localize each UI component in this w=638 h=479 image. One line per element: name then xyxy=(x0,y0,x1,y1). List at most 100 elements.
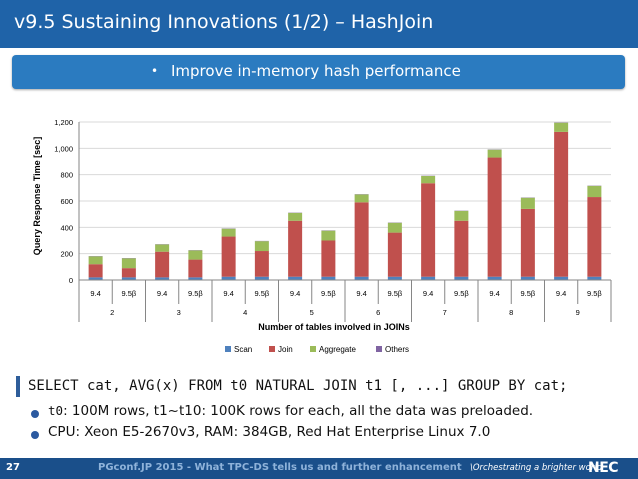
legend-label-others: Others xyxy=(385,345,409,354)
y-tick-label: 0 xyxy=(69,276,73,285)
bar-segment-aggregate xyxy=(321,230,336,241)
bar-segment-scan xyxy=(321,276,336,280)
x-axis-label: Number of tables involved in JOINs xyxy=(258,322,410,332)
bullet-2-text: CPU: Xeon E5-2670v3, RAM: 384GB, Red Hat… xyxy=(48,424,491,440)
group-label: 6 xyxy=(376,308,380,317)
bullet-line-2: CPU: Xeon E5-2670v3, RAM: 384GB, Red Hat… xyxy=(48,424,490,440)
bar-segment-join xyxy=(354,202,369,277)
bar-segment-join xyxy=(88,264,103,278)
bar-segment-scan xyxy=(155,277,170,280)
bar-segment-join xyxy=(520,208,535,277)
legend-label-join: Join xyxy=(278,345,293,354)
bar-segment-join xyxy=(155,251,170,278)
bar-segment-join xyxy=(487,157,502,277)
bar-segment-scan xyxy=(520,276,535,280)
footer-slogan: \Orchestrating a brighter world xyxy=(470,463,603,473)
group-label: 3 xyxy=(177,308,181,317)
bullet-dot-2 xyxy=(31,431,39,439)
legend: Scan Join Aggregate Others xyxy=(225,345,409,354)
x-tick-label: 9.4 xyxy=(489,289,499,298)
bar-segment-scan xyxy=(121,277,136,280)
page-number: 27 xyxy=(6,462,20,473)
bar-segment-join xyxy=(121,268,136,278)
group-label: 7 xyxy=(443,308,447,317)
bar-segment-aggregate xyxy=(487,149,502,158)
group-label: 8 xyxy=(509,308,513,317)
sql-query: SELECT cat, AVG(x) FROM t0 NATURAL JOIN … xyxy=(28,378,568,394)
bar-segment-aggregate xyxy=(188,250,203,260)
bar-segment-join xyxy=(321,240,336,277)
x-tick-label: 9.4 xyxy=(556,289,566,298)
nec-logo: NEC xyxy=(588,460,619,476)
code-marker xyxy=(16,376,20,397)
bar-segment-scan xyxy=(188,277,203,280)
bar-segment-scan xyxy=(221,276,236,280)
bar-segment-aggregate xyxy=(288,212,303,221)
bar-segment-scan xyxy=(288,276,303,280)
bar-segment-aggregate xyxy=(354,194,369,203)
banner-text: Improve in-memory hash performance xyxy=(171,62,461,80)
bar-segment-scan xyxy=(554,276,569,280)
legend-label-scan: Scan xyxy=(234,345,252,354)
stacked-bar-chart: 0 200 400 600 800 1,000 1,200 9.4 9.5β 9.4 9.5β 9.4… xyxy=(32,118,612,354)
bar-segment-join xyxy=(587,197,602,277)
bullet-line-1: t0: 100M rows, t1~t10: 100K rows for eac… xyxy=(48,403,533,419)
y-tick-label: 800 xyxy=(60,171,73,180)
x-tick-label: 9.4 xyxy=(223,289,233,298)
bar-segment-aggregate xyxy=(554,122,569,132)
footer-text: PGconf.JP 2015 - What TPC-DS tells us an… xyxy=(98,462,462,473)
x-tick-label: 9.5β xyxy=(388,289,403,298)
bar-segment-aggregate xyxy=(155,244,170,252)
bar-segment-scan xyxy=(254,276,269,280)
y-tick-label: 1,000 xyxy=(54,144,73,153)
x-tick-label: 9.5β xyxy=(521,289,536,298)
x-tick-label: 9.4 xyxy=(356,289,366,298)
bar-segment-aggregate xyxy=(221,228,236,237)
bar-segment-join xyxy=(554,131,569,277)
group-label: 9 xyxy=(576,308,580,317)
bar-segment-scan xyxy=(88,277,103,280)
bar-segment-join xyxy=(387,232,402,277)
bar-segment-join xyxy=(288,220,303,277)
bar-segment-scan xyxy=(387,276,402,280)
x-tick-label: 9.5β xyxy=(122,289,137,298)
x-tick-label: 9.4 xyxy=(157,289,167,298)
bar-segment-aggregate xyxy=(421,175,436,184)
group-label: 2 xyxy=(110,308,114,317)
y-tick-label: 600 xyxy=(60,197,73,206)
bar-segment-aggregate xyxy=(387,222,402,233)
footer: 27 PGconf.JP 2015 - What TPC-DS tells us… xyxy=(0,458,638,479)
subtitle-banner: • Improve in-memory hash performance xyxy=(12,55,625,89)
x-tick-label: 9.4 xyxy=(290,289,300,298)
legend-swatch-join xyxy=(269,346,275,352)
x-tick-label: 9.5β xyxy=(255,289,270,298)
x-tick-label: 9.5β xyxy=(321,289,336,298)
y-tick-label: 1,200 xyxy=(54,118,73,127)
x-tick-label: 9.5β xyxy=(587,289,602,298)
x-tick-label: 9.5β xyxy=(454,289,469,298)
legend-swatch-others xyxy=(376,346,382,352)
bar-segment-aggregate xyxy=(254,241,269,252)
bar-segment-join xyxy=(254,251,269,277)
bar-segment-scan xyxy=(487,276,502,280)
legend-swatch-scan xyxy=(225,346,231,352)
bullet-icon: • xyxy=(151,64,159,78)
y-tick-label: 400 xyxy=(60,223,73,232)
x-tick-label: 9.5β xyxy=(188,289,203,298)
bar-segment-aggregate xyxy=(88,256,103,265)
bar-segment-scan xyxy=(587,276,602,280)
slide-title: v9.5 Sustaining Innovations (1/2) – Hash… xyxy=(14,11,434,33)
legend-label-aggregate: Aggregate xyxy=(319,345,356,354)
bar-segment-join xyxy=(421,183,436,277)
bars xyxy=(88,122,602,280)
bar-segment-scan xyxy=(421,276,436,280)
bar-segment-aggregate xyxy=(454,210,469,221)
bullet-dot-1 xyxy=(31,410,39,418)
legend-swatch-aggregate xyxy=(310,346,316,352)
x-tick-label: 9.4 xyxy=(423,289,433,298)
bar-segment-join xyxy=(221,236,236,277)
bar-segment-aggregate xyxy=(121,258,136,269)
axes: 0 200 400 600 800 1,000 1,200 9.4 9.5β 9.4 9.5β 9.4… xyxy=(54,118,612,322)
bar-segment-scan xyxy=(454,276,469,280)
y-tick-label: 200 xyxy=(60,250,73,259)
